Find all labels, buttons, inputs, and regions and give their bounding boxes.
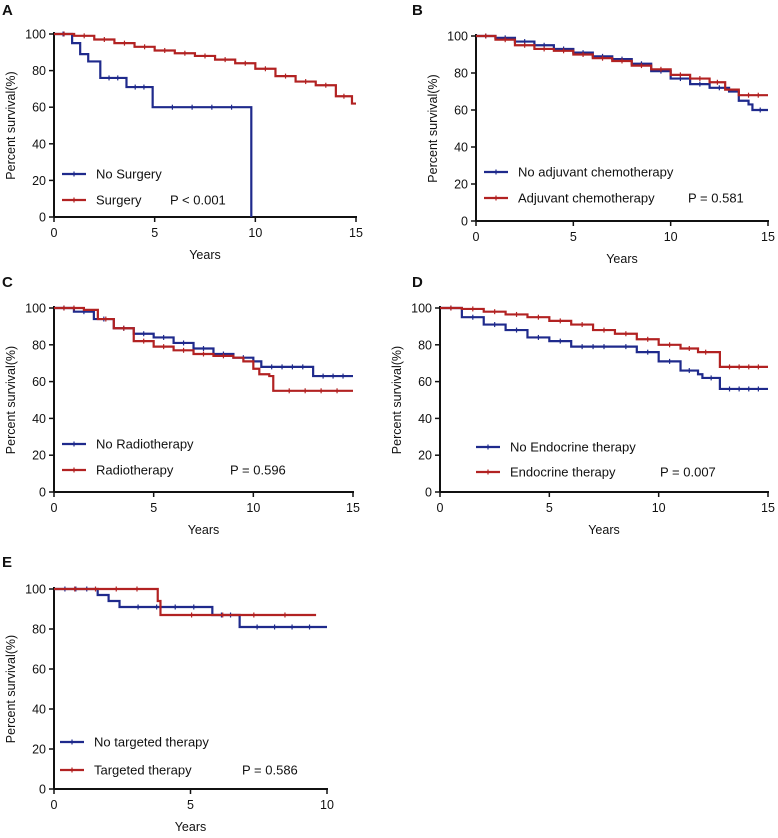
p-value: P = 0.586 bbox=[242, 763, 298, 778]
y-tick-label: 0 bbox=[39, 783, 46, 797]
legend-label: No Surgery bbox=[96, 167, 162, 182]
y-tick-label: 40 bbox=[418, 412, 432, 426]
chart-panel-c: C 0 20 40 60 80 100 0 5 10 15 Years Percent survival… bbox=[2, 274, 360, 537]
y-tick-label: 80 bbox=[418, 338, 432, 352]
survival-curve-surgery bbox=[54, 32, 356, 105]
x-axis-label: Years bbox=[189, 248, 221, 262]
y-tick-label: 20 bbox=[32, 449, 46, 463]
y-tick-label: 0 bbox=[461, 215, 468, 229]
y-tick-label: 80 bbox=[32, 64, 46, 78]
legend-label: Endocrine therapy bbox=[510, 465, 616, 480]
legend-label: No Radiotherapy bbox=[96, 437, 194, 452]
x-tick-label: 0 bbox=[473, 230, 480, 244]
x-tick-label: 15 bbox=[761, 230, 775, 244]
y-tick-label: 20 bbox=[32, 743, 46, 757]
y-tick-label: 0 bbox=[39, 211, 46, 225]
y-axis-label: Percent survival(%) bbox=[4, 71, 18, 179]
legend-label: Adjuvant chemotherapy bbox=[518, 191, 655, 206]
x-tick-label: 0 bbox=[437, 501, 444, 515]
survival-curve-adjuvant-chemotherapy bbox=[476, 34, 768, 97]
survival-curve-no-surgery bbox=[54, 32, 253, 217]
y-tick-label: 60 bbox=[32, 101, 46, 115]
p-value: P = 0.581 bbox=[688, 191, 744, 206]
y-tick-label: 60 bbox=[418, 375, 432, 389]
x-tick-label: 0 bbox=[51, 798, 58, 812]
survival-curve-endocrine-therapy bbox=[440, 306, 768, 368]
y-tick-label: 80 bbox=[454, 67, 468, 81]
x-tick-label: 10 bbox=[652, 501, 666, 515]
x-axis-label: Years bbox=[188, 523, 220, 537]
y-tick-label: 40 bbox=[32, 703, 46, 717]
legend-label: Surgery bbox=[96, 193, 142, 208]
y-tick-label: 100 bbox=[447, 30, 468, 44]
legend-label: No Endocrine therapy bbox=[510, 440, 636, 455]
x-tick-label: 5 bbox=[151, 226, 158, 240]
panel-letter: A bbox=[2, 2, 13, 19]
x-tick-label: 10 bbox=[664, 230, 678, 244]
x-tick-label: 15 bbox=[349, 226, 363, 240]
y-tick-label: 40 bbox=[32, 412, 46, 426]
y-tick-label: 0 bbox=[39, 486, 46, 500]
legend-label: No adjuvant chemotherapy bbox=[518, 165, 674, 180]
legend-label: No targeted therapy bbox=[94, 735, 209, 750]
chart-panel-a: A 0 20 40 60 80 100 0 5 10 15 Years Percent survival… bbox=[2, 2, 363, 262]
x-axis-label: Years bbox=[175, 820, 207, 834]
survival-curve-no-adjuvant-chemotherapy bbox=[476, 34, 768, 112]
x-tick-label: 10 bbox=[248, 226, 262, 240]
x-tick-label: 5 bbox=[546, 501, 553, 515]
x-tick-label: 15 bbox=[761, 501, 775, 515]
panel-letter: C bbox=[2, 274, 13, 291]
x-tick-label: 0 bbox=[51, 501, 58, 515]
chart-panel-e: E 0 20 40 60 80 100 0 5 10 Years Percent survival(%… bbox=[2, 554, 334, 834]
y-tick-label: 100 bbox=[25, 583, 46, 597]
y-tick-label: 40 bbox=[32, 137, 46, 151]
y-axis-label: Percent survival(%) bbox=[4, 346, 18, 454]
x-tick-label: 5 bbox=[187, 798, 194, 812]
y-tick-label: 60 bbox=[32, 663, 46, 677]
y-tick-label: 100 bbox=[25, 28, 46, 42]
x-axis-label: Years bbox=[606, 252, 638, 266]
panel-letter: B bbox=[412, 2, 423, 19]
y-tick-label: 60 bbox=[32, 375, 46, 389]
chart-panel-d: D 0 20 40 60 80 100 0 5 10 15 Years Percent survival… bbox=[390, 274, 775, 537]
survival-curve-no-endocrine-therapy bbox=[440, 306, 768, 391]
x-axis-label: Years bbox=[588, 523, 620, 537]
y-tick-label: 0 bbox=[425, 486, 432, 500]
y-axis-label: Percent survival(%) bbox=[390, 346, 404, 454]
p-value: P = 0.007 bbox=[660, 465, 716, 480]
legend-label: Radiotherapy bbox=[96, 463, 174, 478]
y-tick-label: 60 bbox=[454, 104, 468, 118]
y-tick-label: 20 bbox=[32, 174, 46, 188]
panel-letter: E bbox=[2, 554, 12, 571]
y-tick-label: 80 bbox=[32, 338, 46, 352]
y-tick-label: 20 bbox=[454, 178, 468, 192]
survival-curve-targeted-therapy bbox=[54, 587, 317, 617]
x-tick-label: 5 bbox=[150, 501, 157, 515]
y-tick-label: 40 bbox=[454, 141, 468, 155]
p-value: P = 0.596 bbox=[230, 463, 286, 478]
legend-label: Targeted therapy bbox=[94, 763, 192, 778]
chart-panel-b: B 0 20 40 60 80 100 0 5 10 15 Years Percent survival… bbox=[412, 2, 775, 266]
x-tick-label: 0 bbox=[51, 226, 58, 240]
y-tick-label: 20 bbox=[418, 449, 432, 463]
y-tick-label: 100 bbox=[25, 302, 46, 316]
x-tick-label: 15 bbox=[346, 501, 360, 515]
x-tick-label: 5 bbox=[570, 230, 577, 244]
x-tick-label: 10 bbox=[246, 501, 260, 515]
p-value: P < 0.001 bbox=[170, 193, 226, 208]
panel-letter: D bbox=[412, 274, 423, 291]
y-tick-label: 100 bbox=[411, 302, 432, 316]
y-axis-label: Percent survival(%) bbox=[426, 74, 440, 182]
x-tick-label: 10 bbox=[320, 798, 334, 812]
y-tick-label: 80 bbox=[32, 623, 46, 637]
y-axis-label: Percent survival(%) bbox=[4, 635, 18, 743]
survival-curve-no-targeted-therapy bbox=[54, 587, 327, 629]
